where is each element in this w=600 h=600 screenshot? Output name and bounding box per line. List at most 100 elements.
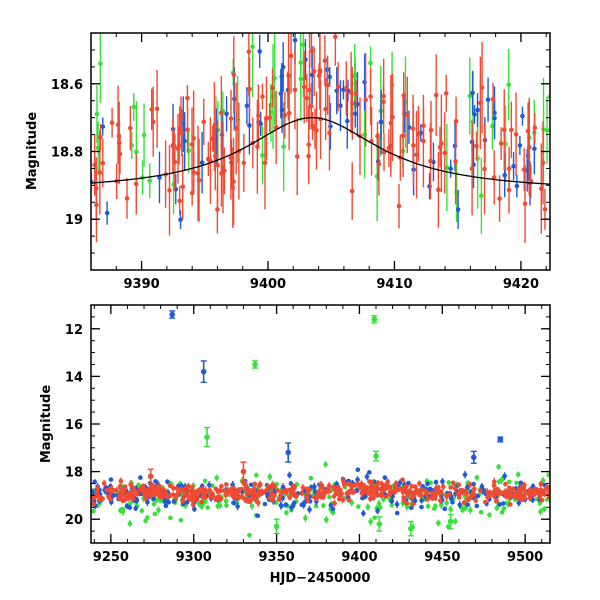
bottom-blue-point [361,511,366,516]
bottom-red-point [135,491,140,497]
bottom-xtick-label: 9300 [176,550,212,565]
bottom-red-point [267,495,273,501]
bottom-blue-point [248,482,254,488]
bottom-blue-point [419,504,424,510]
bottom-red-point [485,495,490,500]
bottom-blue-point [307,507,312,512]
top-red-point [343,86,349,91]
top-red-point [301,84,307,90]
bottom-red-point [401,495,406,500]
bottom-red-point [128,495,133,501]
bottom-blue-point [425,481,430,487]
bottom-blue-point [479,484,485,489]
top-y-axis-title: Magnitude [25,112,40,191]
bottom-green-point [128,500,133,506]
bottom-red-point [300,485,306,490]
top-green-point [444,165,450,170]
bottom-green-point [143,518,148,524]
bottom-green-outlier-point [408,525,414,532]
top-red-point [100,160,106,166]
bottom-red-point [513,491,519,496]
bottom-green-point [425,503,431,509]
bottom-red-point [385,479,390,484]
top-red-point [196,177,202,183]
bottom-red-point [245,498,251,503]
bottom-blue-point [328,502,334,508]
top-red-point [304,95,310,101]
bottom-red-point [494,488,499,493]
top-red-point [428,158,433,164]
top-red-point [230,185,236,190]
bottom-green-point [91,508,96,514]
bottom-red-point [348,483,354,489]
top-green-point [467,93,473,99]
top-red-point [128,125,133,131]
bottom-red-point [409,484,414,489]
top-green-point [141,132,147,138]
bottom-red-point [482,499,488,505]
bottom-red-point [251,486,257,492]
bottom-blue-point [231,500,236,506]
bottom-red-point [377,486,383,492]
top-red-point [416,131,421,137]
bottom-x-ticks: 9250 9300 9350 9400 9450 9500 [93,305,543,565]
bottom-blue-point [450,499,455,505]
top-xtick-label: 9400 [250,277,286,292]
bottom-green-point [156,507,161,513]
top-green-point [260,153,265,158]
bottom-blue-point [124,503,130,509]
top-blue-point [475,107,480,113]
bottom-blue-point [108,477,114,482]
bottom-red-point [375,492,381,498]
top-red-point [97,170,103,175]
top-red-point [228,116,234,121]
top-red-point [309,48,314,53]
bottom-red-point [455,491,461,497]
bottom-red-point [487,490,493,495]
bottom-xtick-label: 9350 [258,550,294,565]
bottom-green-point [313,503,319,509]
bottom-green-point [217,503,223,509]
top-red-point [443,91,449,96]
bottom-red-point [491,479,497,485]
top-red-point [350,101,355,106]
bottom-y-ticks: 12 14 16 18 20 [65,304,550,544]
top-green-point [147,178,153,184]
top-red-point [260,94,265,99]
bottom-red-point [532,488,537,493]
top-red-point [421,123,426,129]
bottom-red-point [256,483,262,489]
bottom-red-point [224,482,229,487]
bottom-red-point [318,485,324,491]
bottom-red-point [544,484,550,490]
top-red-point [201,119,207,125]
bottom-red-point [118,493,124,499]
bottom-blue-point [389,498,395,504]
bottom-red-point [118,478,124,484]
bottom-green-point [327,494,332,500]
top-red-point [179,130,184,135]
top-red-point [414,152,419,158]
top-red-point [307,19,312,24]
bottom-green-point [506,479,512,485]
top-data-points [91,19,550,243]
top-red-point [316,73,322,79]
bottom-blue-point [299,502,305,508]
bottom-red-point [332,501,337,506]
bottom-red-point [448,485,453,490]
bottom-xtick-label: 9400 [341,550,377,565]
bottom-red-point [404,500,410,506]
bottom-blue-point [474,503,480,509]
bottom-green-point [267,474,273,480]
bottom-green-point [433,503,438,509]
bottom-red-point [471,490,476,495]
top-red-point [185,127,190,133]
bottom-red-point [413,489,419,494]
top-blue-point [100,124,106,129]
bottom-green-outlier-point [371,316,378,323]
bottom-red-point [199,499,204,505]
top-red-point [526,144,532,150]
bottom-blue-point [442,506,448,512]
bottom-red-point [213,497,218,502]
top-green-point [98,61,103,67]
